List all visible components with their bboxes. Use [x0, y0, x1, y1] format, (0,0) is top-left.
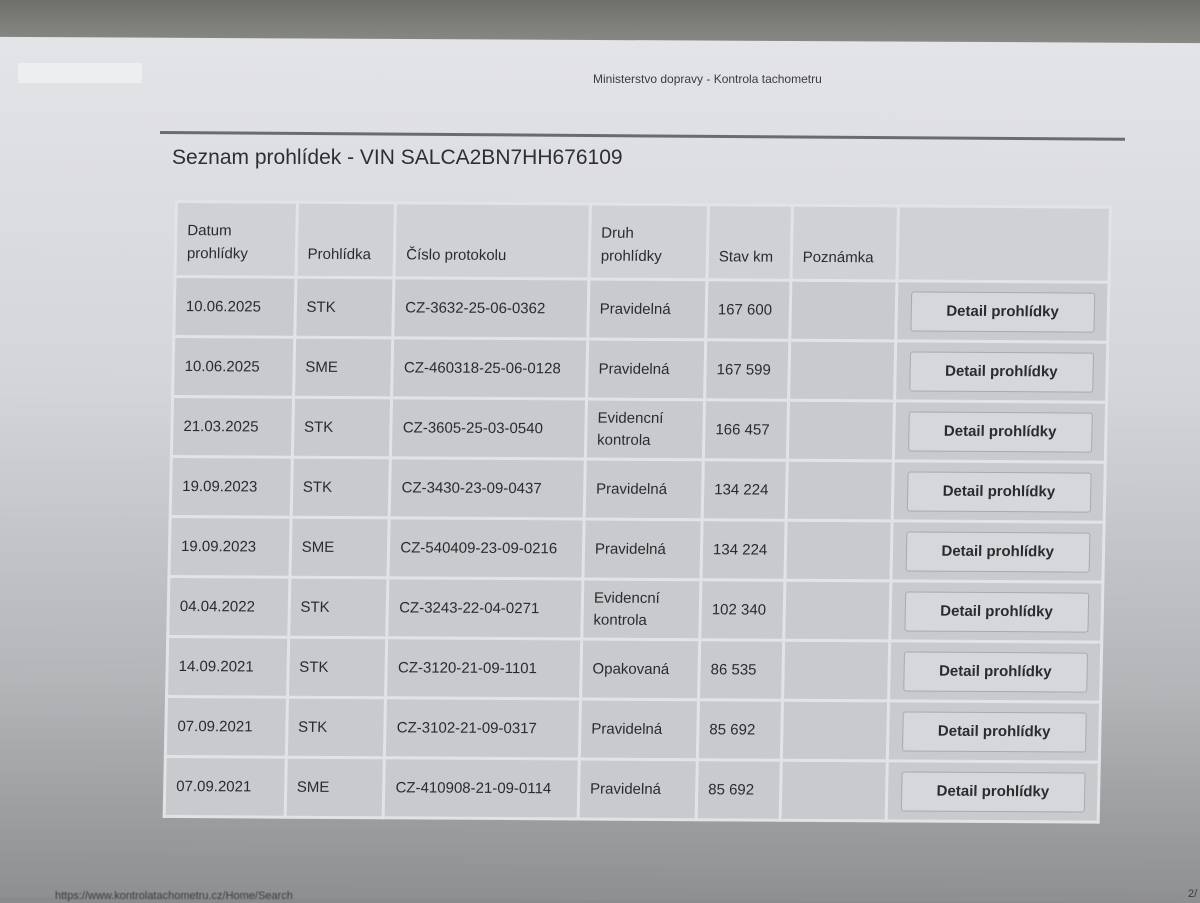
cell-inspection: STK: [291, 397, 392, 458]
cell-note: [785, 460, 894, 521]
cell-km: 166 457: [703, 399, 789, 461]
cell-date: 14.09.2021: [166, 636, 289, 698]
detail-button[interactable]: Detail prohlídky: [901, 710, 1087, 753]
cell-inspection: SME: [293, 337, 394, 398]
cell-km: 167 599: [704, 339, 790, 401]
table-header-row: Datum prohlídky Prohlídka Číslo protokol…: [174, 201, 1111, 283]
cell-km: 85 692: [697, 699, 783, 761]
cell-kind: Pravidelná: [582, 519, 703, 580]
detail-button[interactable]: Detail prohlídky: [908, 350, 1094, 393]
cell-date: 04.04.2022: [167, 576, 290, 638]
cell-km: 167 600: [705, 279, 791, 341]
cell-km: 134 224: [700, 519, 786, 581]
cell-date: 10.06.2025: [173, 276, 296, 338]
detail-button[interactable]: Detail prohlídky: [900, 770, 1086, 813]
cell-protocol: CZ-3632-25-06-0362: [393, 277, 589, 340]
cell-protocol: CZ-3430-23-09-0437: [389, 457, 586, 520]
detail-button[interactable]: Detail prohlídky: [905, 530, 1091, 573]
table-row: 19.09.2023 SME CZ-540409-23-09-0216 Pravide…: [168, 516, 1105, 583]
cell-inspection: STK: [288, 577, 389, 638]
cell-kind: Evidencní kontrola: [585, 399, 705, 460]
cell-action: Detail prohlídky: [890, 580, 1103, 643]
redacted-area: [18, 63, 142, 83]
cell-protocol: CZ-460318-25-06-0128: [391, 337, 588, 400]
cell-action: Detail prohlídky: [888, 640, 1102, 703]
table-row: 04.04.2022 STK CZ-3243-22-04-0271 Evidencní…: [167, 576, 1103, 643]
cell-inspection: STK: [287, 637, 388, 698]
cell-action: Detail prohlídky: [893, 400, 1107, 463]
footer-url: https://www.kontrolatachometru.cz/Home/S…: [55, 890, 293, 902]
cell-km: 86 535: [698, 639, 784, 701]
column-header-inspection: Prohlídka: [295, 202, 396, 278]
detail-button[interactable]: Detail prohlídky: [907, 410, 1093, 453]
table-row: 14.09.2021 STK CZ-3120-21-09-1101 Opakovaná…: [166, 636, 1102, 703]
cell-kind: Pravidelná: [586, 339, 706, 400]
column-header-protocol: Číslo protokolu: [394, 202, 591, 280]
detail-button[interactable]: Detail prohlídky: [904, 590, 1089, 633]
cell-note: [787, 400, 895, 461]
detail-button[interactable]: Detail prohlídky: [902, 650, 1088, 693]
cell-km: 85 692: [696, 759, 782, 821]
cell-note: [782, 640, 891, 701]
cell-action: Detail prohlídky: [894, 340, 1108, 403]
cell-inspection: SME: [289, 517, 390, 578]
cell-inspection: SME: [284, 757, 385, 818]
cell-date: 21.03.2025: [171, 396, 294, 458]
cell-km: 102 340: [699, 579, 785, 641]
detail-button[interactable]: Detail prohlídky: [910, 290, 1095, 333]
detail-button[interactable]: Detail prohlídky: [906, 470, 1092, 513]
cell-action: Detail prohlídky: [896, 280, 1109, 343]
cell-protocol: CZ-3120-21-09-1101: [385, 637, 582, 699]
inspection-table: Datum prohlídky Prohlídka Číslo protokol…: [163, 200, 1112, 824]
table-row: 10.06.2025 STK CZ-3632-25-06-0362 Pravideln…: [173, 276, 1109, 343]
cell-kind: Opakovaná: [580, 638, 700, 700]
cell-protocol: CZ-540409-23-09-0216: [388, 517, 585, 579]
cell-inspection: STK: [294, 277, 395, 338]
cell-inspection: STK: [285, 697, 386, 758]
table-row: 19.09.2023 STK CZ-3430-23-09-0437 Pravideln…: [170, 456, 1106, 523]
cell-note: [789, 280, 898, 341]
cell-note: [788, 340, 897, 401]
cell-note: [784, 520, 893, 581]
column-header-note: Poznámka: [790, 205, 899, 281]
column-header-kind: Druh prohlídky: [588, 204, 709, 280]
cell-kind: Pravidelná: [578, 758, 698, 820]
cell-note: [783, 580, 892, 641]
cell-action: Detail prohlídky: [892, 460, 1106, 523]
cell-kind: Pravidelná: [587, 279, 707, 340]
cell-action: Detail prohlídky: [887, 700, 1101, 763]
site-header-title: Ministerstvo dopravy - Kontrola tachomet…: [593, 72, 822, 86]
cell-date: 19.09.2023: [168, 516, 291, 578]
cell-note: [779, 760, 888, 821]
cell-date: 07.09.2021: [165, 696, 288, 758]
table-row: 21.03.2025 STK CZ-3605-25-03-0540 Evidencní…: [171, 396, 1107, 463]
cell-note: [781, 700, 889, 761]
page-title: Seznam prohlídek - VIN SALCA2BN7HH676109: [172, 146, 623, 169]
cell-date: 07.09.2021: [164, 756, 286, 818]
table-row: 07.09.2021 STK CZ-3102-21-09-0317 Pravideln…: [165, 696, 1101, 763]
cell-protocol: CZ-3605-25-03-0540: [390, 397, 587, 460]
cell-action: Detail prohlídky: [891, 520, 1105, 583]
cell-kind: Pravidelná: [584, 459, 704, 520]
cell-kind: Pravidelná: [579, 698, 699, 760]
cell-protocol: CZ-410908-21-09-0114: [383, 757, 580, 819]
cell-kind: Evidencní kontrola: [581, 578, 701, 640]
cell-inspection: STK: [290, 457, 391, 518]
table-row: 07.09.2021 SME CZ-410908-21-09-0114 Pravide…: [164, 756, 1100, 823]
column-header-date: Datum prohlídky: [174, 201, 298, 278]
table-row: 10.06.2025 SME CZ-460318-25-06-0128 Pravide…: [172, 336, 1108, 403]
column-header-km: Stav km: [706, 204, 793, 281]
cell-km: 134 224: [702, 459, 788, 521]
cell-date: 10.06.2025: [172, 336, 295, 398]
page-number: 2/: [1188, 888, 1198, 900]
cell-date: 19.09.2023: [170, 456, 292, 518]
cell-protocol: CZ-3243-22-04-0271: [387, 577, 583, 639]
column-header-action: [897, 205, 1111, 283]
cell-protocol: CZ-3102-21-09-0317: [384, 697, 581, 759]
cell-action: Detail prohlídky: [886, 760, 1100, 823]
